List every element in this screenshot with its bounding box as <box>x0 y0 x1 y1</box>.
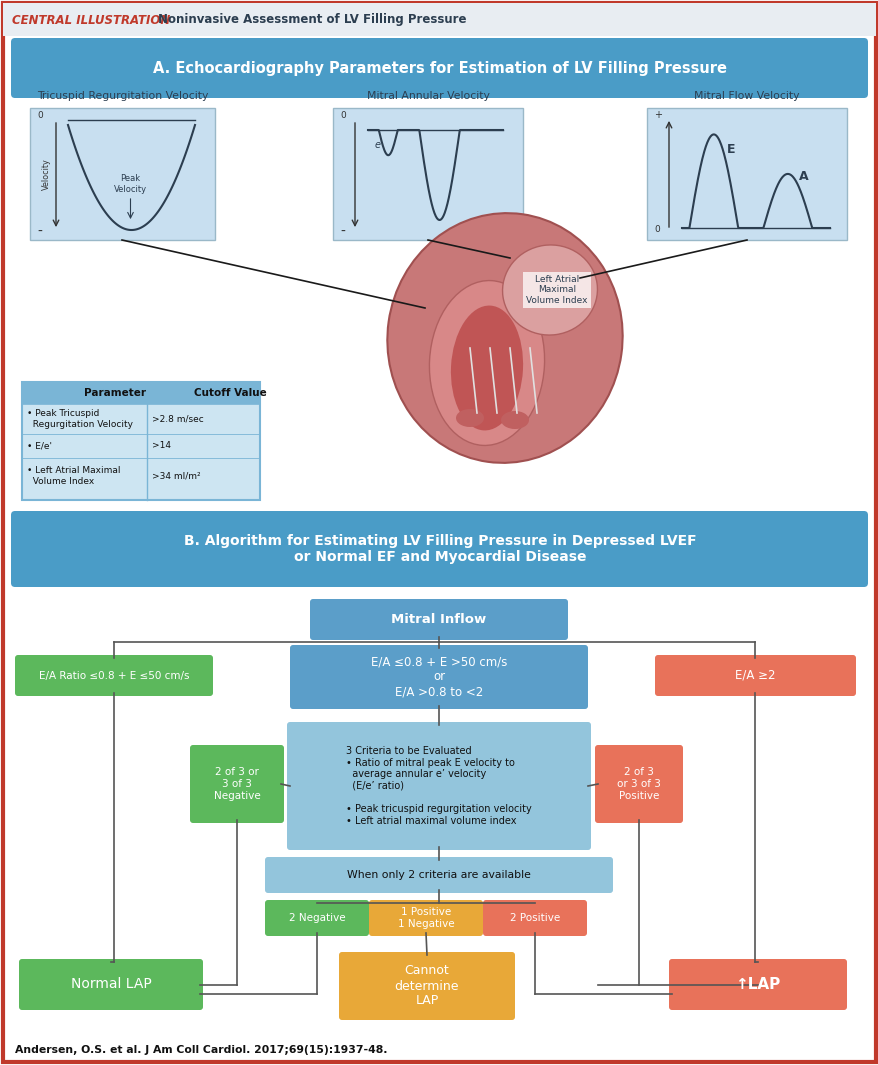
Text: • E/e': • E/e' <box>27 442 52 450</box>
Text: E/A ≥2: E/A ≥2 <box>734 669 775 682</box>
Text: • Peak Tricuspid
  Regurgitation Velocity: • Peak Tricuspid Regurgitation Velocity <box>27 409 133 429</box>
Text: >14: >14 <box>152 442 171 450</box>
FancyBboxPatch shape <box>11 511 867 587</box>
FancyBboxPatch shape <box>30 108 215 240</box>
FancyBboxPatch shape <box>339 952 515 1020</box>
FancyBboxPatch shape <box>668 958 846 1010</box>
Text: Peak
Velocity: Peak Velocity <box>114 175 147 194</box>
Text: Noninvasive Assessment of LV Filling Pressure: Noninvasive Assessment of LV Filling Pre… <box>158 14 466 27</box>
Polygon shape <box>368 130 502 220</box>
Text: -: - <box>340 225 344 239</box>
Text: E/A Ratio ≤0.8 + E ≤50 cm/s: E/A Ratio ≤0.8 + E ≤50 cm/s <box>39 671 189 681</box>
FancyBboxPatch shape <box>594 746 682 823</box>
Text: Mitral Annular Velocity: Mitral Annular Velocity <box>366 91 489 101</box>
Text: e': e' <box>375 140 383 150</box>
Ellipse shape <box>429 280 544 445</box>
Text: E: E <box>726 143 735 155</box>
Text: 0: 0 <box>340 111 345 120</box>
Text: >34 ml/m²: >34 ml/m² <box>152 472 200 480</box>
FancyBboxPatch shape <box>3 3 875 36</box>
Text: 3 Criteria to be Evaluated
• Ratio of mitral peak E velocity to
  average annula: 3 Criteria to be Evaluated • Ratio of mi… <box>346 747 531 825</box>
Text: 2 Positive: 2 Positive <box>509 913 559 923</box>
Text: Velocity: Velocity <box>41 158 50 190</box>
FancyBboxPatch shape <box>482 900 587 936</box>
FancyBboxPatch shape <box>654 655 855 697</box>
FancyBboxPatch shape <box>646 108 846 240</box>
FancyBboxPatch shape <box>369 900 482 936</box>
Text: Left Atrial
Maximal
Volume Index: Left Atrial Maximal Volume Index <box>526 275 587 305</box>
Text: Parameter: Parameter <box>84 388 146 398</box>
FancyBboxPatch shape <box>22 382 260 404</box>
FancyBboxPatch shape <box>290 645 587 709</box>
Polygon shape <box>681 134 829 228</box>
Text: >2.8 m/sec: >2.8 m/sec <box>152 414 204 424</box>
FancyBboxPatch shape <box>11 38 867 98</box>
Text: 2 of 3 or
3 of 3
Negative: 2 of 3 or 3 of 3 Negative <box>213 768 260 801</box>
FancyBboxPatch shape <box>333 108 522 240</box>
FancyBboxPatch shape <box>190 746 284 823</box>
Ellipse shape <box>387 213 622 463</box>
Text: B. Algorithm for Estimating LV Filling Pressure in Depressed LVEF
or Normal EF a: B. Algorithm for Estimating LV Filling P… <box>184 534 695 564</box>
Ellipse shape <box>456 409 484 427</box>
Text: Tricuspid Regurgitation Velocity: Tricuspid Regurgitation Velocity <box>37 91 208 101</box>
Text: Normal LAP: Normal LAP <box>70 978 151 992</box>
Text: Mitral Flow Velocity: Mitral Flow Velocity <box>694 91 799 101</box>
Text: E/A ≤0.8 + E >50 cm/s
or
E/A >0.8 to <2: E/A ≤0.8 + E >50 cm/s or E/A >0.8 to <2 <box>371 655 507 699</box>
Polygon shape <box>68 120 195 230</box>
Text: A. Echocardiography Parameters for Estimation of LV Filling Pressure: A. Echocardiography Parameters for Estim… <box>153 61 726 76</box>
FancyBboxPatch shape <box>264 857 612 892</box>
Text: When only 2 criteria are available: When only 2 criteria are available <box>347 870 530 880</box>
FancyBboxPatch shape <box>19 958 203 1010</box>
FancyBboxPatch shape <box>287 722 590 850</box>
Ellipse shape <box>502 245 597 335</box>
Text: Cannot
determine
LAP: Cannot determine LAP <box>394 965 458 1007</box>
FancyBboxPatch shape <box>264 900 369 936</box>
Text: 0: 0 <box>653 225 659 234</box>
Text: Cutoff Value: Cutoff Value <box>194 388 266 398</box>
Ellipse shape <box>500 411 529 429</box>
Text: A: A <box>798 170 808 183</box>
FancyBboxPatch shape <box>310 599 567 640</box>
Text: 2 of 3
or 3 of 3
Positive: 2 of 3 or 3 of 3 Positive <box>616 768 660 801</box>
Text: -: - <box>37 225 42 239</box>
Text: 0: 0 <box>37 111 43 120</box>
Text: 2 Negative: 2 Negative <box>288 913 345 923</box>
Text: ↑LAP: ↑LAP <box>735 977 780 992</box>
FancyBboxPatch shape <box>22 382 260 499</box>
FancyBboxPatch shape <box>15 655 212 697</box>
Text: Mitral Inflow: Mitral Inflow <box>391 613 486 626</box>
Text: • Left Atrial Maximal
  Volume Index: • Left Atrial Maximal Volume Index <box>27 466 120 486</box>
Text: +: + <box>653 110 661 120</box>
Text: Andersen, O.S. et al. J Am Coll Cardiol. 2017;69(15):1937-48.: Andersen, O.S. et al. J Am Coll Cardiol.… <box>15 1045 387 1055</box>
Ellipse shape <box>450 306 522 430</box>
Text: CENTRAL ILLUSTRATION: CENTRAL ILLUSTRATION <box>12 14 170 27</box>
FancyBboxPatch shape <box>3 3 875 1062</box>
Text: 1 Positive
1 Negative: 1 Positive 1 Negative <box>397 907 454 929</box>
